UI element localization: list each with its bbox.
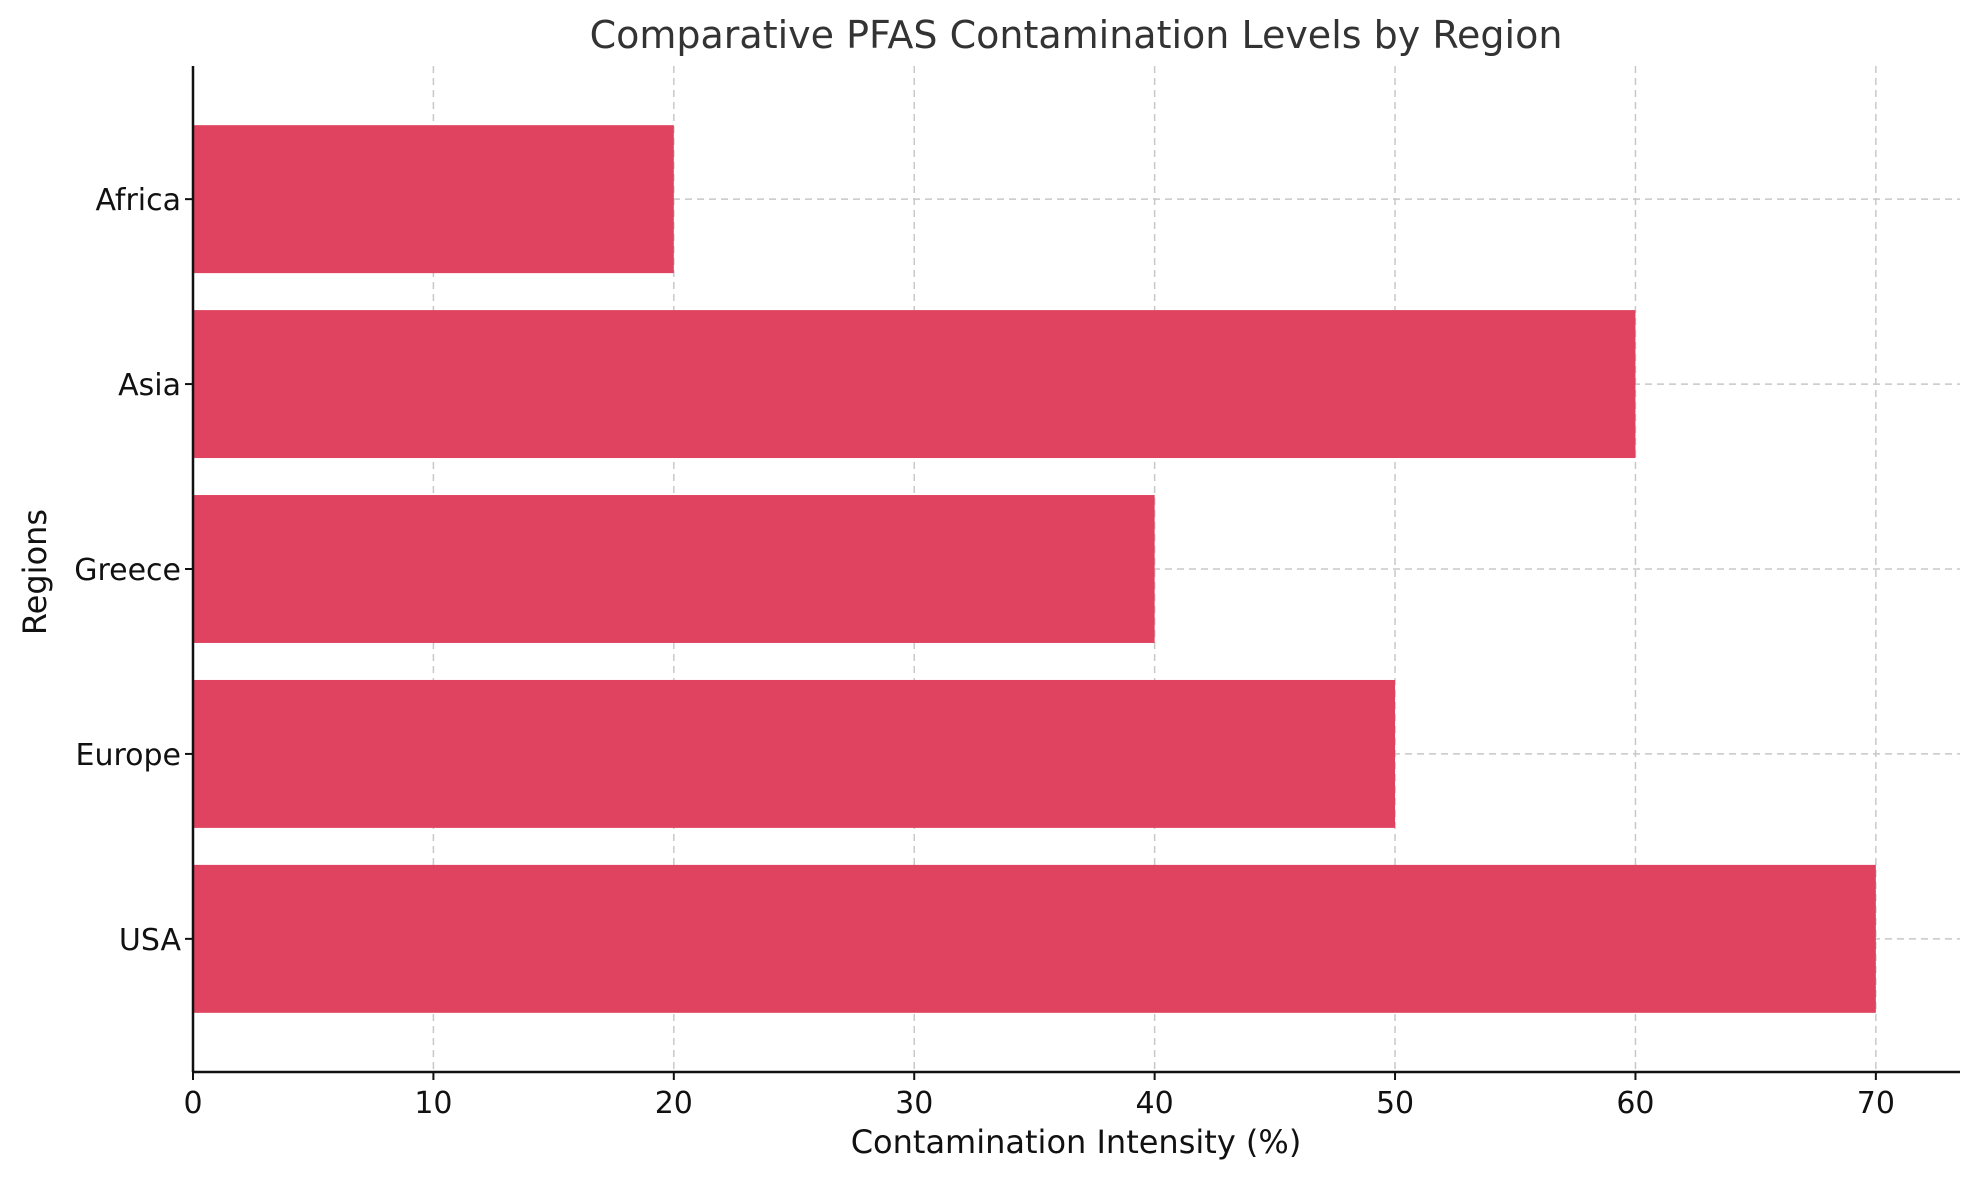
bar-africa: [193, 125, 674, 274]
bar-greece: [193, 495, 1155, 643]
x-tick-label: 0: [183, 1086, 202, 1121]
x-tick-label: 20: [655, 1086, 693, 1121]
chart-title: Comparative PFAS Contamination Levels by…: [590, 13, 1563, 57]
y-axis-label: Regions: [16, 509, 54, 635]
x-tick-label: 40: [1136, 1086, 1174, 1121]
x-axis-label: Contamination Intensity (%): [851, 1123, 1302, 1161]
x-tick-label: 50: [1376, 1086, 1414, 1121]
x-tick-label: 30: [895, 1086, 933, 1121]
bar-europe: [193, 679, 1396, 828]
bar-usa: [193, 864, 1876, 1013]
x-tick-label: 60: [1616, 1086, 1654, 1121]
y-tick-label: Asia: [118, 368, 181, 403]
bars: [193, 125, 1876, 1013]
y-tick-label: Europe: [76, 738, 182, 773]
y-tick-label: USA: [119, 923, 182, 958]
y-axis-ticks: USA Europe Greece Asia Africa: [74, 183, 193, 958]
y-tick-label: Greece: [74, 553, 181, 588]
x-axis-ticks: 0 10 20 30 40 50 60 70: [183, 1072, 1895, 1121]
x-tick-label: 10: [414, 1086, 452, 1121]
y-tick-label: Africa: [95, 183, 181, 218]
x-tick-label: 70: [1857, 1086, 1895, 1121]
bar-asia: [193, 310, 1636, 459]
